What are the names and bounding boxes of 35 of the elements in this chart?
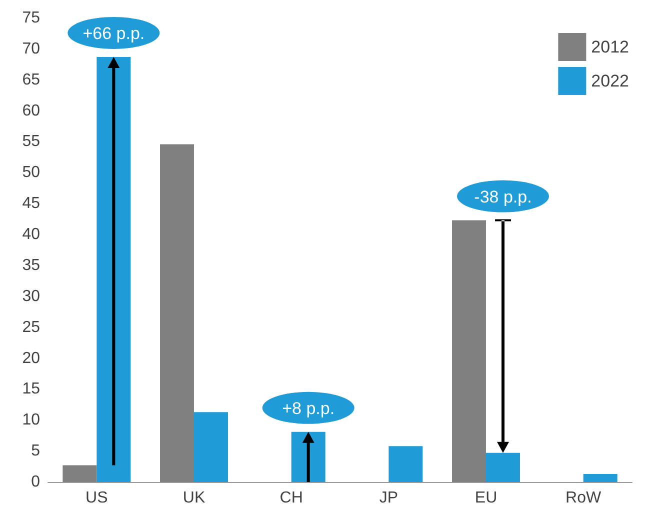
x-tick-label: JP — [379, 490, 398, 506]
x-tick-label: UK — [182, 490, 206, 506]
bar — [388, 446, 423, 482]
y-tick-label: 10 — [22, 412, 40, 429]
bar — [96, 56, 131, 482]
bar — [194, 412, 228, 482]
legend-label: 2012 — [591, 38, 630, 56]
y-tick-label: 0 — [31, 474, 40, 490]
y-tick-label: 45 — [22, 195, 40, 212]
annotation: +66 p.p. — [82, 24, 145, 43]
y-tick-label: 70 — [22, 40, 40, 58]
bar — [486, 452, 520, 482]
y-tick-label: 60 — [22, 102, 40, 120]
x-tick-label: US — [86, 490, 108, 506]
legend-label: 2022 — [591, 72, 630, 90]
y-tick-label: 65 — [22, 71, 40, 88]
y-tick-label: 75 — [22, 10, 40, 26]
annotation: +8 p.p. — [282, 398, 335, 418]
x-tick-label: EU — [474, 490, 498, 506]
y-tick-label: 50 — [22, 164, 40, 182]
y-tick-label: 30 — [22, 288, 40, 305]
y-tick-label: 55 — [22, 133, 40, 150]
y-tick-label: 40 — [22, 226, 40, 244]
bar — [160, 144, 194, 482]
y-tick-label: 25 — [22, 318, 40, 336]
bar — [583, 474, 618, 482]
bar — [452, 220, 486, 482]
bar — [62, 465, 97, 482]
y-tick-label: 5 — [31, 442, 40, 460]
annotation: -38 p.p. — [474, 187, 532, 206]
x-tick-label: CH — [280, 490, 303, 506]
x-tick-label: RoW — [566, 490, 602, 506]
y-tick-label: 35 — [22, 256, 40, 274]
y-tick-label: 20 — [22, 350, 40, 367]
y-tick-label: 15 — [22, 380, 40, 398]
